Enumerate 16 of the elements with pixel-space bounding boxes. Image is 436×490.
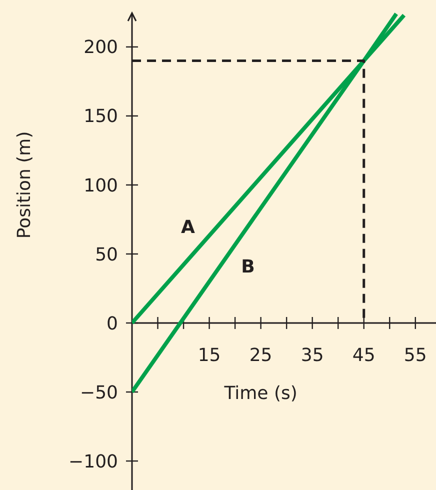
y-tick-label: 200	[84, 37, 118, 58]
series-label: A	[180, 217, 195, 238]
y-tick-label: −50	[80, 382, 118, 404]
series-label: B	[241, 256, 255, 278]
y-tick-label: 50	[95, 244, 118, 266]
x-tick-label: 15	[198, 344, 221, 366]
y-axis-title: Position (m)	[14, 131, 35, 239]
y-tick-label: 100	[84, 175, 118, 196]
x-tick-label: 25	[249, 344, 272, 366]
y-tick-label: 150	[84, 106, 118, 128]
x-tick-label: 35	[300, 344, 324, 366]
x-tick-label: 45	[352, 344, 376, 366]
y-tick-label: 0	[106, 313, 118, 334]
y-tick-label: −100	[68, 451, 118, 472]
x-tick-label: 55	[404, 344, 427, 366]
x-axis-title: Time (s)	[223, 382, 298, 404]
